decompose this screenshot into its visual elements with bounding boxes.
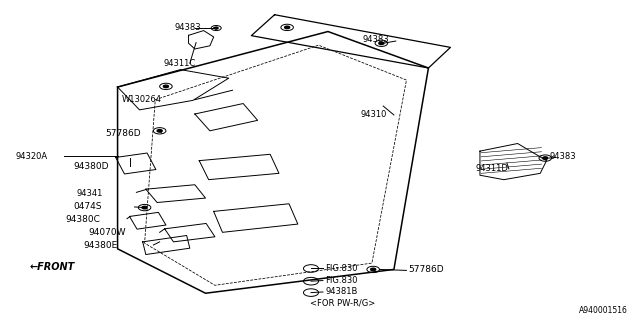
Text: 94311D: 94311D <box>476 164 508 173</box>
Circle shape <box>543 157 548 159</box>
Circle shape <box>379 42 384 44</box>
Text: 94383: 94383 <box>174 23 201 32</box>
Text: <FOR PW-R/G>: <FOR PW-R/G> <box>310 299 376 308</box>
Text: 94310: 94310 <box>360 110 387 119</box>
Text: 94320A: 94320A <box>15 152 47 161</box>
Circle shape <box>285 26 290 29</box>
Text: 0474S: 0474S <box>74 203 102 212</box>
Circle shape <box>142 206 147 209</box>
Text: FIG.830: FIG.830 <box>326 264 358 273</box>
Circle shape <box>163 85 168 88</box>
Circle shape <box>371 268 376 271</box>
Circle shape <box>214 27 218 29</box>
Text: 94383: 94383 <box>362 35 389 44</box>
Text: 57786D: 57786D <box>408 265 444 274</box>
Text: W130264: W130264 <box>122 95 162 104</box>
Text: 94383: 94383 <box>549 152 575 161</box>
Text: ←FRONT: ←FRONT <box>29 262 75 272</box>
Text: 94341: 94341 <box>77 189 103 198</box>
Text: 94380E: 94380E <box>83 241 117 250</box>
Text: 94380D: 94380D <box>74 163 109 172</box>
Text: FIG.830: FIG.830 <box>326 276 358 285</box>
Text: 57786D: 57786D <box>105 129 141 138</box>
Text: 94380C: 94380C <box>65 215 100 224</box>
Text: 94311C: 94311C <box>163 59 196 68</box>
Text: 94381B: 94381B <box>326 287 358 296</box>
Circle shape <box>157 130 162 132</box>
Text: 94070W: 94070W <box>88 228 125 237</box>
Text: A940001516: A940001516 <box>579 306 628 315</box>
